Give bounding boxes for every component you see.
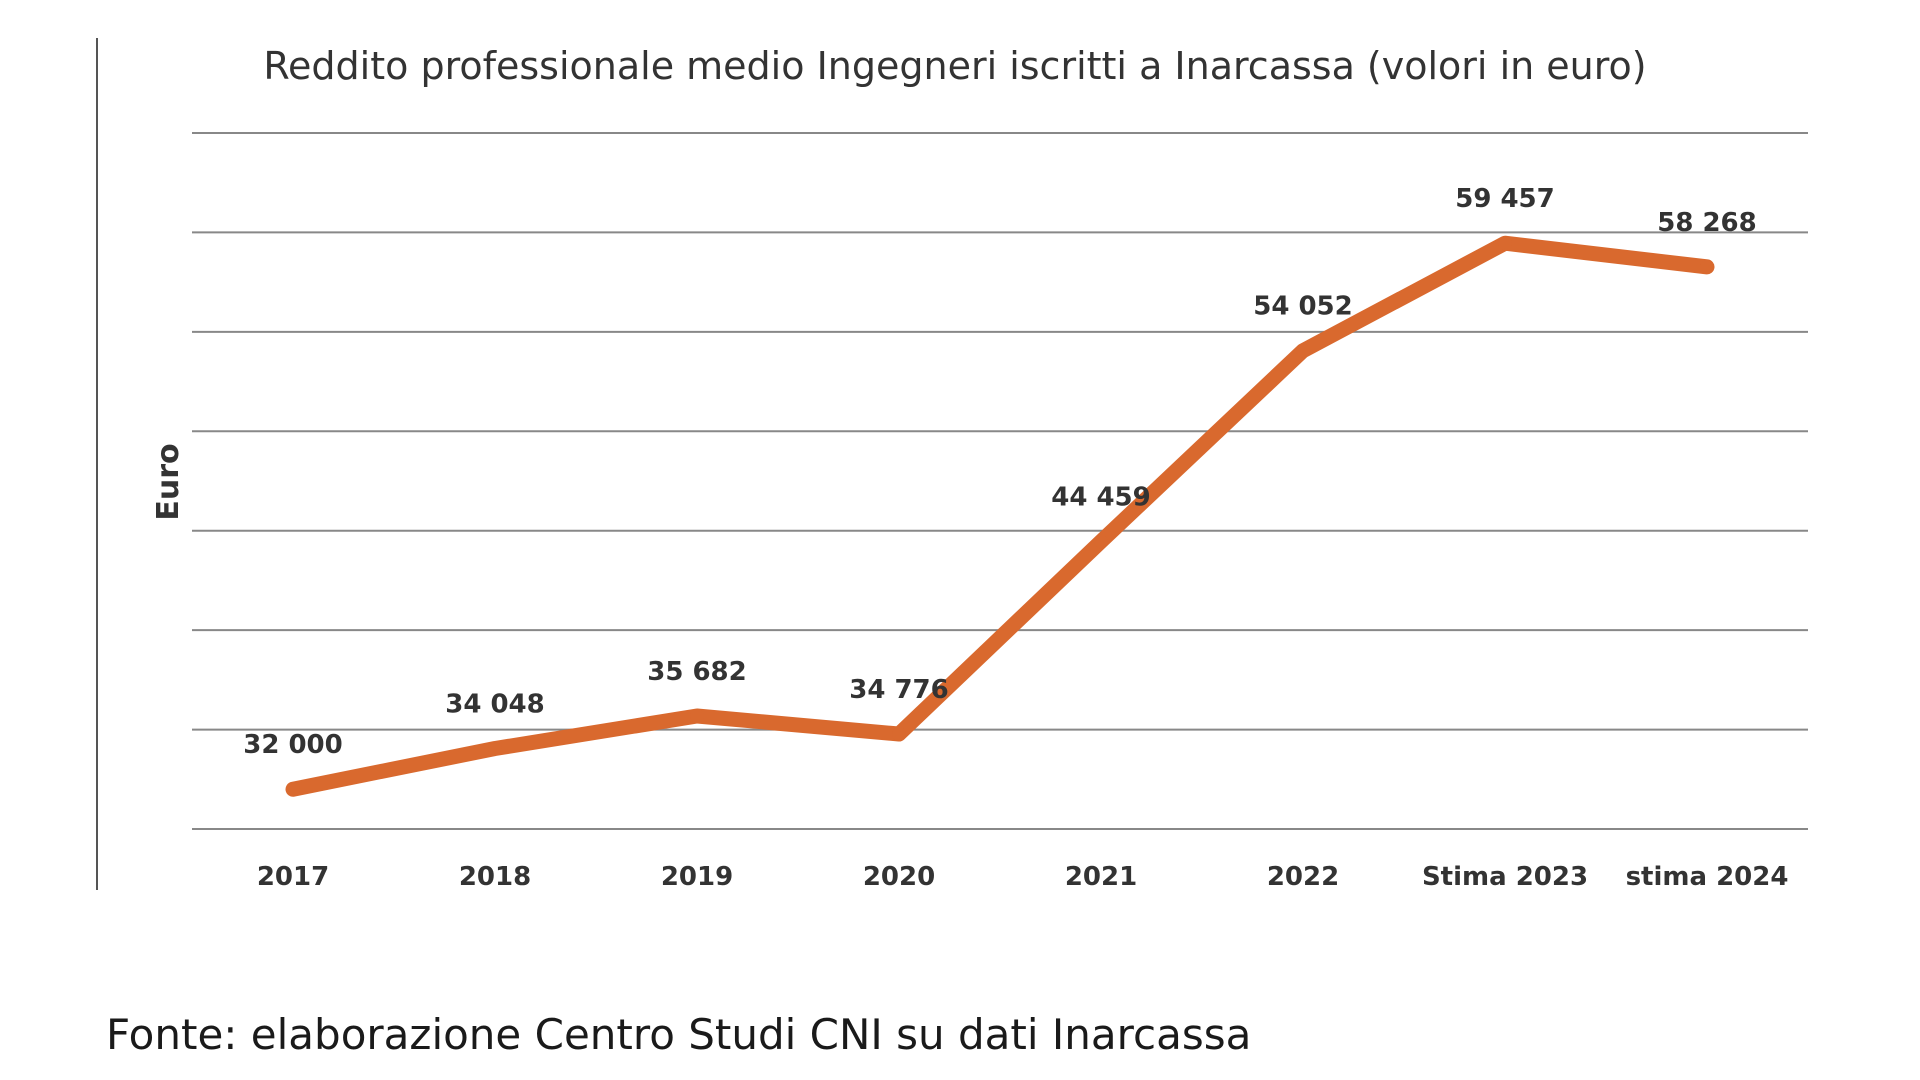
source-note: Fonte: elaborazione Centro Studi CNI su …	[106, 1010, 1252, 1059]
x-tick-label: 2018	[459, 862, 531, 892]
data-labels: 32 000 34 048 35 682 34 776 44 459 54 052 59 4…	[243, 184, 1757, 760]
data-point	[690, 709, 704, 724]
data-point	[1700, 259, 1714, 274]
x-axis-ticks: 2017 2018 2019 2020 2021 2022 Stima 2023 stima …	[257, 862, 1789, 892]
data-point	[1094, 534, 1108, 549]
data-point	[892, 727, 906, 742]
data-label: 58 268	[1657, 208, 1757, 238]
data-point	[1296, 343, 1310, 358]
x-tick-label: 2022	[1267, 862, 1339, 892]
data-point	[286, 782, 300, 797]
chart-title: Reddito professionale medio Ingegneri is…	[263, 44, 1646, 88]
data-label: 35 682	[647, 657, 747, 687]
data-label: 44 459	[1051, 482, 1151, 512]
x-tick-label: Stima 2023	[1422, 862, 1588, 892]
data-label: 59 457	[1455, 184, 1555, 214]
gridlines	[192, 132, 1808, 830]
y-axis-label: Euro	[151, 443, 186, 520]
data-label: 34 048	[445, 690, 545, 720]
x-tick-label: 2021	[1065, 862, 1137, 892]
x-tick-label: 2017	[257, 862, 329, 892]
series-line	[285, 235, 1715, 797]
data-label: 32 000	[243, 730, 343, 760]
data-point	[1498, 236, 1512, 251]
x-tick-label: stima 2024	[1626, 862, 1789, 892]
data-label: 54 052	[1253, 292, 1353, 322]
x-tick-label: 2019	[661, 862, 733, 892]
data-label: 34 776	[849, 675, 949, 705]
series-line-group	[285, 235, 1715, 797]
x-tick-label: 2020	[863, 862, 935, 892]
data-point	[488, 741, 502, 756]
